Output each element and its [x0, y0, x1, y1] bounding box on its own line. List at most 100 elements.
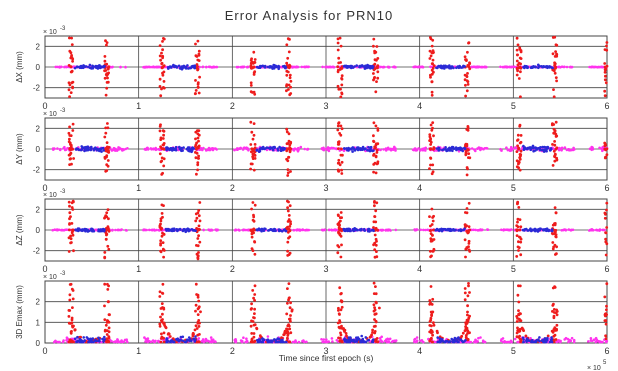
red-point	[464, 83, 467, 87]
magenta-point	[486, 228, 489, 231]
magenta-point	[331, 146, 335, 150]
magenta-point	[419, 149, 422, 152]
blue-point	[97, 336, 100, 340]
red-point	[604, 237, 607, 241]
red-point	[250, 150, 253, 154]
red-point	[373, 49, 376, 53]
blue-point	[282, 340, 286, 344]
red-point	[551, 241, 555, 244]
magenta-point	[570, 65, 574, 69]
red-point	[374, 300, 378, 304]
red-point	[553, 206, 557, 210]
red-point	[337, 140, 341, 144]
blue-point	[345, 228, 349, 231]
magenta-point	[387, 147, 390, 151]
red-point	[252, 316, 255, 319]
blue-point	[181, 149, 184, 152]
red-point	[375, 65, 379, 69]
blue-point	[272, 63, 276, 67]
blue-point	[174, 148, 178, 152]
magenta-point	[117, 146, 120, 149]
red-point	[339, 331, 342, 335]
red-point	[161, 71, 164, 75]
red-point	[344, 332, 348, 335]
blue-point	[437, 149, 441, 152]
red-point	[289, 170, 292, 173]
blue-point	[178, 227, 182, 231]
magenta-point	[234, 228, 238, 232]
blue-point	[356, 146, 359, 149]
y-exponent-power: -3	[60, 26, 66, 32]
red-point	[516, 133, 520, 137]
red-point	[69, 91, 73, 94]
red-point	[195, 63, 199, 66]
red-point	[430, 329, 434, 333]
magenta-point	[208, 148, 212, 152]
magenta-point	[320, 147, 324, 151]
red-point	[249, 81, 253, 85]
blue-point	[526, 146, 529, 150]
blue-point	[180, 146, 183, 150]
red-point	[196, 257, 200, 261]
magenta-point	[65, 336, 69, 340]
blue-point	[366, 149, 369, 152]
magenta-point	[417, 147, 420, 150]
red-point	[604, 253, 608, 257]
red-point	[518, 56, 522, 60]
blue-point	[269, 146, 273, 149]
red-point	[341, 153, 344, 157]
red-point	[339, 211, 343, 214]
red-point	[466, 83, 470, 86]
blue-point	[172, 340, 176, 344]
magenta-point	[118, 228, 122, 232]
red-point	[287, 83, 291, 87]
red-point	[288, 340, 292, 344]
blue-point	[165, 146, 168, 149]
magenta-point	[510, 228, 513, 231]
x-tick-label: 3	[323, 264, 328, 274]
red-point	[554, 50, 557, 53]
magenta-point	[476, 229, 480, 232]
magenta-point	[420, 65, 424, 68]
blue-point	[531, 340, 535, 344]
blue-point	[462, 228, 465, 232]
magenta-point	[513, 337, 517, 341]
red-point	[253, 157, 257, 160]
magenta-point	[505, 146, 508, 149]
red-point	[161, 282, 165, 286]
red-point	[250, 338, 254, 342]
red-point	[465, 79, 469, 83]
red-point	[71, 208, 75, 211]
red-point	[515, 331, 519, 335]
magenta-point	[567, 228, 571, 231]
red-point	[517, 147, 520, 151]
red-point	[339, 61, 342, 64]
magenta-point	[246, 228, 250, 232]
red-point	[468, 314, 471, 318]
blue-point	[181, 339, 185, 343]
magenta-point	[394, 149, 397, 152]
magenta-point	[143, 336, 146, 339]
magenta-point	[157, 228, 161, 232]
blue-point	[182, 66, 186, 69]
blue-point	[184, 230, 187, 234]
magenta-point	[241, 65, 244, 69]
magenta-point	[479, 148, 482, 152]
magenta-point	[480, 65, 484, 69]
red-point	[468, 156, 472, 160]
red-point	[516, 139, 519, 142]
magenta-point	[198, 65, 201, 69]
red-point	[430, 172, 434, 176]
blue-point	[523, 65, 526, 69]
red-point	[68, 157, 72, 161]
red-point	[198, 219, 202, 223]
red-point	[428, 167, 431, 171]
red-point	[467, 239, 471, 243]
magenta-point	[563, 146, 567, 149]
blue-point	[351, 150, 354, 153]
magenta-point	[589, 339, 593, 342]
red-point	[103, 69, 106, 73]
magenta-point	[147, 65, 151, 69]
red-point	[197, 214, 201, 218]
red-point	[463, 238, 467, 242]
